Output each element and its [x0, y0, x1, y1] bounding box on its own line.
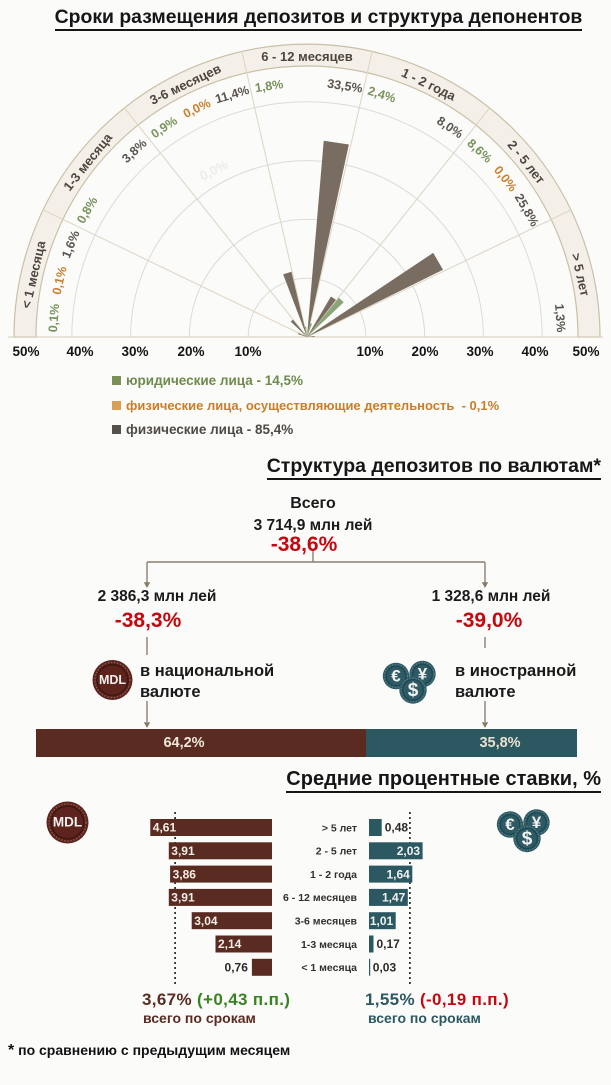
svg-text:2,03: 2,03	[397, 844, 421, 858]
svg-text:6 - 12 месяцев: 6 - 12 месяцев	[283, 892, 357, 904]
svg-text:0,1%: 0,1%	[46, 303, 62, 332]
svg-text:3-6 месяцев: 3-6 месяцев	[295, 915, 358, 927]
svg-text:0,1%: 0,1%	[50, 265, 70, 296]
svg-text:1,01: 1,01	[370, 914, 394, 928]
svg-text:3,91: 3,91	[171, 844, 195, 858]
svg-text:10%: 10%	[356, 344, 383, 359]
svg-text:50%: 50%	[572, 344, 599, 359]
svg-text:< 1 месяца: < 1 месяца	[301, 962, 357, 974]
svg-text:0,48: 0,48	[385, 821, 409, 835]
svg-text:8,6%: 8,6%	[464, 136, 494, 166]
svg-text:MDL: MDL	[53, 815, 82, 830]
svg-text:10%: 10%	[234, 344, 261, 359]
svg-text:25,8%: 25,8%	[512, 191, 542, 229]
svg-text:$: $	[522, 829, 533, 850]
svg-text:0,9%: 0,9%	[148, 114, 179, 142]
svg-text:3,91: 3,91	[171, 891, 195, 905]
svg-text:11,4%: 11,4%	[214, 83, 251, 107]
svg-text:0,0%: 0,0%	[491, 163, 520, 194]
svg-text:30%: 30%	[121, 344, 148, 359]
svg-text:8,0%: 8,0%	[434, 114, 465, 142]
svg-text:3,86: 3,86	[173, 867, 197, 881]
svg-text:1,8%: 1,8%	[254, 77, 284, 95]
svg-text:0,0%: 0,0%	[181, 96, 213, 121]
svg-text:1-3 месяца: 1-3 месяца	[301, 939, 357, 951]
svg-text:3,8%: 3,8%	[119, 136, 149, 166]
svg-text:€: €	[505, 815, 515, 834]
svg-text:4,61: 4,61	[153, 821, 177, 835]
svg-text:40%: 40%	[521, 344, 548, 359]
svg-text:20%: 20%	[411, 344, 438, 359]
svg-text:0,03: 0,03	[373, 960, 397, 974]
svg-text:0,0%: 0,0%	[197, 157, 231, 184]
svg-text:0,17: 0,17	[377, 937, 401, 951]
svg-text:1,3%: 1,3%	[552, 303, 568, 332]
svg-text:20%: 20%	[177, 344, 204, 359]
svg-text:2,4%: 2,4%	[366, 84, 397, 106]
svg-text:2 - 5 лет: 2 - 5 лет	[316, 846, 357, 858]
svg-text:40%: 40%	[66, 344, 93, 359]
svg-text:1 - 2 года: 1 - 2 года	[310, 869, 357, 881]
svg-text:2,14: 2,14	[218, 937, 242, 951]
svg-text:30%: 30%	[466, 344, 493, 359]
svg-text:33,5%: 33,5%	[326, 77, 363, 96]
svg-text:MDL: MDL	[99, 673, 126, 687]
svg-text:0,8%: 0,8%	[74, 194, 100, 226]
svg-text:1,64: 1,64	[386, 867, 410, 881]
svg-text:€: €	[391, 666, 401, 685]
svg-text:3,04: 3,04	[194, 914, 218, 928]
svg-text:$: $	[408, 680, 419, 701]
svg-text:1,47: 1,47	[382, 891, 406, 905]
svg-text:1,6%: 1,6%	[59, 229, 82, 261]
svg-text:0,76: 0,76	[225, 960, 249, 974]
svg-text:> 5 лет: > 5 лет	[322, 822, 357, 834]
svg-text:6 - 12 месяцев: 6 - 12 месяцев	[261, 49, 353, 64]
svg-text:50%: 50%	[12, 344, 39, 359]
svg-text:1-3 месяца: 1-3 месяца	[60, 130, 115, 194]
